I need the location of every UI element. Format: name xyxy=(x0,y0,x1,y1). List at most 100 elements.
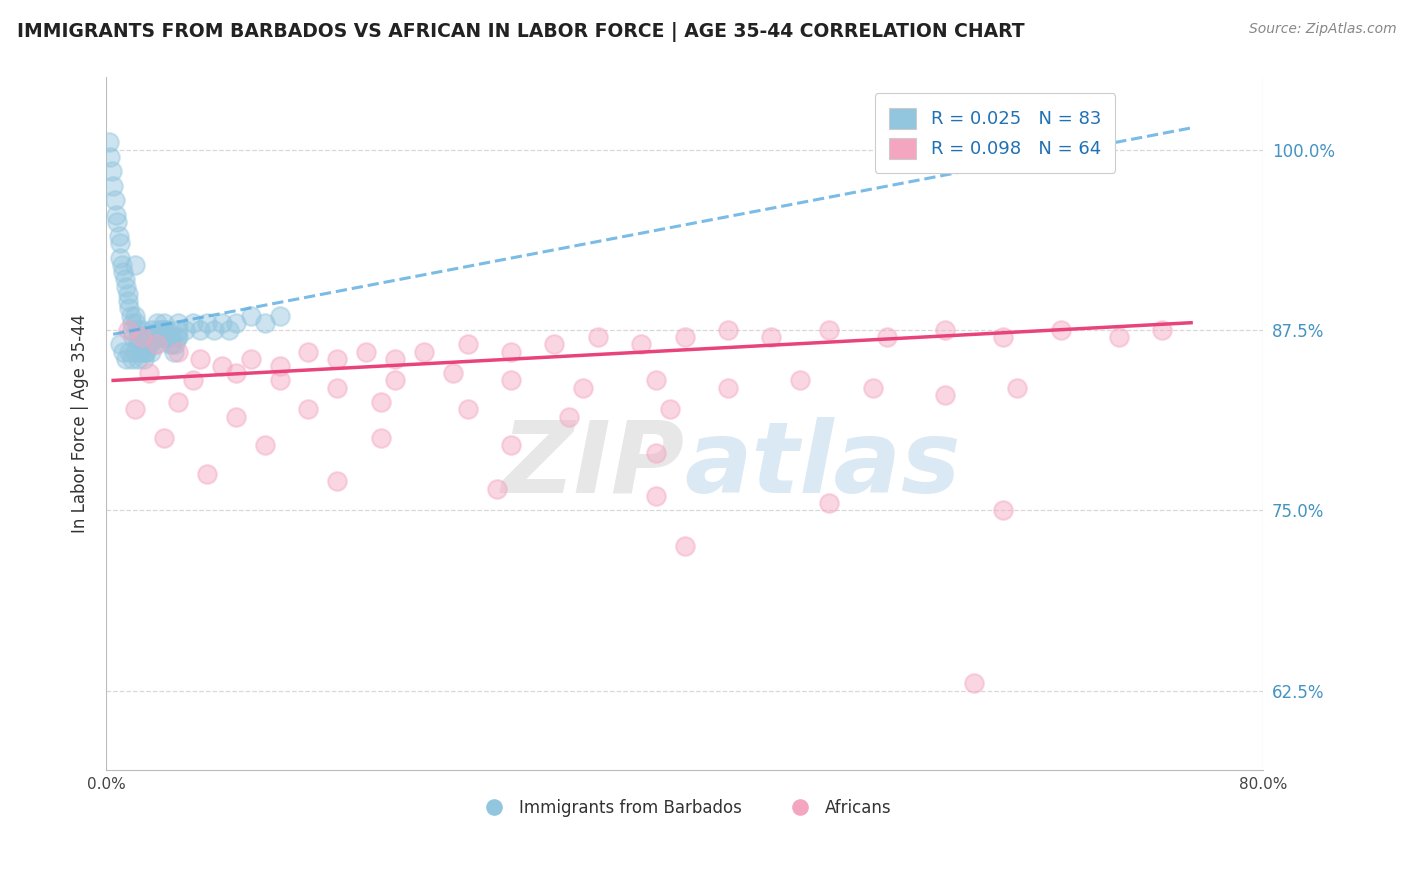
Point xyxy=(97,136,120,150)
Point xyxy=(225,366,247,380)
Point xyxy=(138,366,160,380)
Point xyxy=(156,323,179,337)
Point xyxy=(131,330,153,344)
Point xyxy=(117,294,139,309)
Point xyxy=(166,330,188,344)
Point xyxy=(145,330,167,344)
Point xyxy=(118,344,141,359)
Point xyxy=(167,323,190,337)
Point xyxy=(132,351,155,366)
Point xyxy=(441,366,464,380)
Text: atlas: atlas xyxy=(685,417,962,514)
Point xyxy=(1108,330,1130,344)
Point xyxy=(143,337,166,351)
Point xyxy=(717,323,740,337)
Point xyxy=(129,344,152,359)
Point xyxy=(124,402,146,417)
Point xyxy=(110,337,132,351)
Point xyxy=(188,323,211,337)
Point xyxy=(115,351,138,366)
Point xyxy=(269,309,291,323)
Point xyxy=(149,323,172,337)
Point xyxy=(644,373,666,387)
Point xyxy=(138,337,160,351)
Point xyxy=(181,373,204,387)
Point xyxy=(218,323,240,337)
Point xyxy=(138,337,160,351)
Point xyxy=(384,351,406,366)
Point xyxy=(630,337,652,351)
Point xyxy=(225,316,247,330)
Point xyxy=(204,323,226,337)
Point xyxy=(673,540,696,554)
Point xyxy=(124,258,146,272)
Point xyxy=(150,330,173,344)
Point xyxy=(1007,381,1029,395)
Point xyxy=(370,395,392,409)
Point xyxy=(121,316,143,330)
Point xyxy=(141,323,163,337)
Point xyxy=(135,330,157,344)
Point xyxy=(157,330,180,344)
Point xyxy=(195,467,218,482)
Point xyxy=(127,330,149,344)
Point xyxy=(225,409,247,424)
Point xyxy=(326,475,349,489)
Point xyxy=(112,344,135,359)
Point xyxy=(159,337,181,351)
Point xyxy=(115,279,138,293)
Point xyxy=(138,330,160,344)
Point xyxy=(131,330,153,344)
Point xyxy=(117,323,139,337)
Point xyxy=(122,330,145,344)
Point xyxy=(120,309,142,323)
Point xyxy=(356,344,378,359)
Point xyxy=(103,193,125,207)
Point xyxy=(239,309,262,323)
Point xyxy=(326,381,349,395)
Point xyxy=(818,496,841,510)
Point xyxy=(128,337,150,351)
Point xyxy=(269,359,291,373)
Point xyxy=(155,330,177,344)
Text: IMMIGRANTS FROM BARBADOS VS AFRICAN IN LABOR FORCE | AGE 35-44 CORRELATION CHART: IMMIGRANTS FROM BARBADOS VS AFRICAN IN L… xyxy=(17,22,1025,42)
Point xyxy=(195,316,218,330)
Point xyxy=(239,351,262,366)
Point xyxy=(413,344,436,359)
Point xyxy=(761,330,783,344)
Point xyxy=(499,438,522,452)
Point xyxy=(457,337,479,351)
Point xyxy=(211,359,233,373)
Point xyxy=(963,676,986,690)
Point xyxy=(586,330,609,344)
Point xyxy=(100,164,122,178)
Point xyxy=(934,323,956,337)
Point xyxy=(876,330,898,344)
Point xyxy=(129,344,152,359)
Point xyxy=(105,207,128,221)
Point xyxy=(384,373,406,387)
Point xyxy=(134,344,156,359)
Point xyxy=(121,323,143,337)
Point xyxy=(131,323,153,337)
Point xyxy=(110,251,132,265)
Point xyxy=(1050,323,1073,337)
Point xyxy=(145,337,167,351)
Point xyxy=(108,229,131,244)
Point xyxy=(717,381,740,395)
Point xyxy=(127,323,149,337)
Point xyxy=(152,323,174,337)
Point xyxy=(139,344,162,359)
Point xyxy=(370,431,392,445)
Point xyxy=(132,337,155,351)
Point xyxy=(297,402,319,417)
Point xyxy=(125,316,148,330)
Text: ZIP: ZIP xyxy=(502,417,685,514)
Point xyxy=(118,301,141,316)
Point xyxy=(162,337,184,351)
Point xyxy=(146,323,169,337)
Point xyxy=(254,438,277,452)
Point xyxy=(135,344,157,359)
Point xyxy=(152,323,174,337)
Point xyxy=(142,330,165,344)
